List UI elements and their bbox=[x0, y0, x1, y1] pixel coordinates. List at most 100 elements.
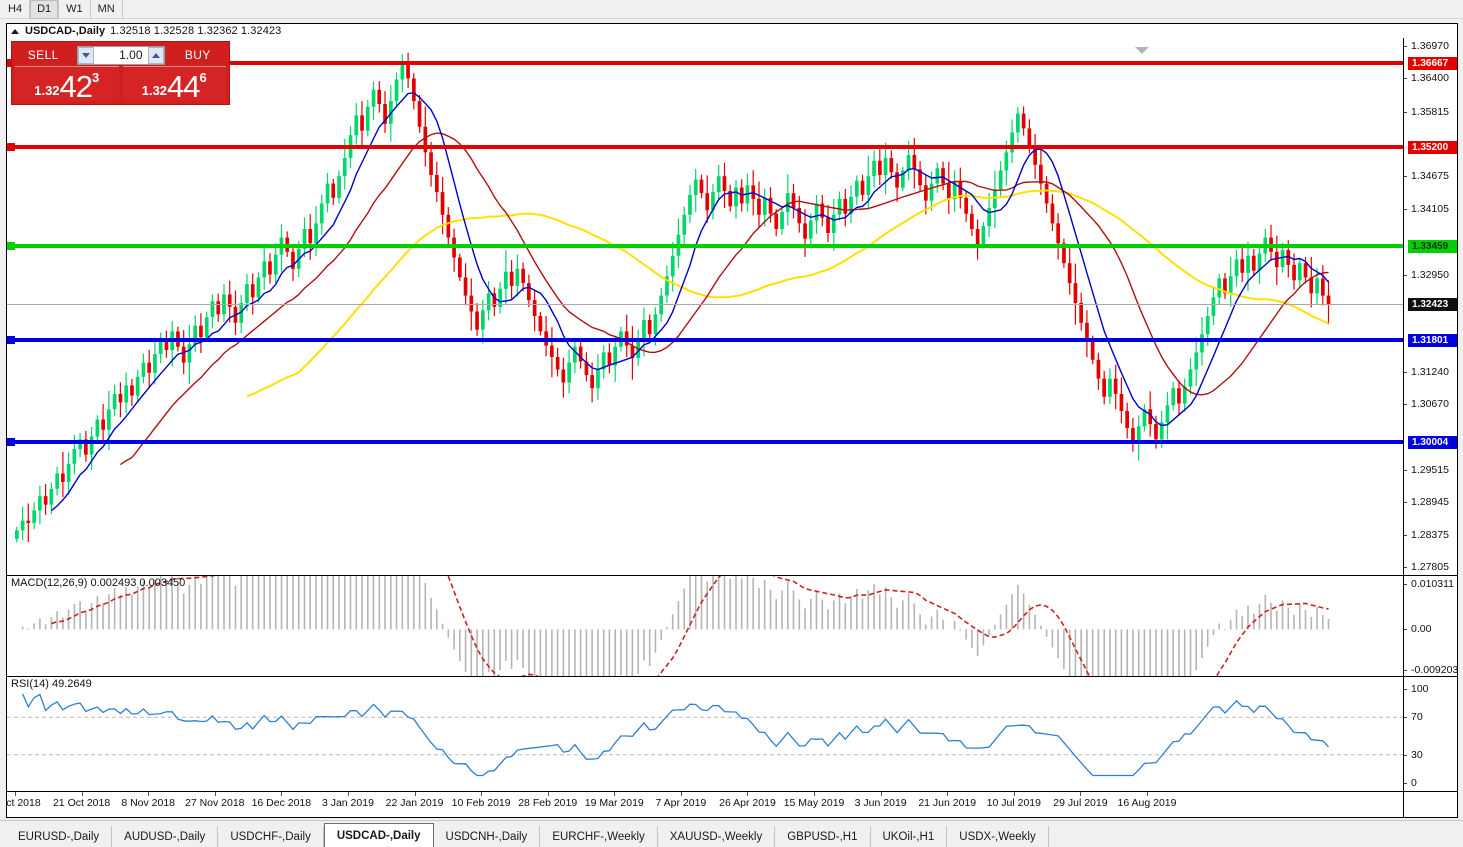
symbol-tab-usdchf[interactable]: USDCHF-,Daily bbox=[218, 826, 324, 847]
volume-decrement-button[interactable] bbox=[77, 46, 94, 64]
buy-price-point: 6 bbox=[199, 70, 207, 85]
price-tick-label: 1.36400 bbox=[1404, 72, 1457, 84]
rsi-tick-label: 100 bbox=[1404, 683, 1457, 695]
price-plot[interactable] bbox=[7, 38, 1405, 575]
price-tick-label: 1.27805 bbox=[1404, 561, 1457, 573]
time-tick bbox=[1013, 792, 1015, 796]
rsi-tick-label: 0 bbox=[1404, 777, 1457, 789]
time-tick-label: 8 Nov 2018 bbox=[121, 797, 176, 809]
macd-label: MACD(12,26,9) 0.002493 0.003450 bbox=[11, 577, 186, 589]
buy-price-button[interactable]: 1.32 44 6 bbox=[122, 66, 226, 102]
time-axis[interactable]: 2 Oct 2018 21 Oct 2018 8 Nov 2018 27 Nov 20… bbox=[7, 791, 1457, 817]
price-tick-label: 1.28375 bbox=[1404, 529, 1457, 541]
time-tick-label: 19 Mar 2019 bbox=[584, 797, 644, 809]
timeframe-button-w1[interactable]: W1 bbox=[59, 0, 91, 19]
symbol-tab-ukoil[interactable]: UKOil-,H1 bbox=[871, 826, 948, 847]
volume-input[interactable]: 1.00 bbox=[119, 48, 143, 62]
symbol-tab-gbpusd[interactable]: GBPUSD-,H1 bbox=[775, 826, 871, 847]
time-axis-labels: 2 Oct 2018 21 Oct 2018 8 Nov 2018 27 Nov 20… bbox=[7, 792, 1405, 817]
rsi-plot[interactable] bbox=[7, 677, 1405, 791]
sell-price-main: 42 bbox=[59, 68, 93, 104]
time-tick bbox=[947, 792, 949, 796]
level-anchor-handle[interactable] bbox=[7, 437, 15, 446]
time-tick bbox=[148, 792, 150, 796]
horizontal-level-line-1.31801[interactable] bbox=[7, 335, 1405, 344]
time-tick bbox=[281, 792, 283, 796]
time-tick-label: 7 Apr 2019 bbox=[655, 797, 707, 809]
one-click-trading-panel[interactable]: SELL 1.00 BUY 1.32 42 3 1.32 44 6 bbox=[11, 41, 230, 105]
price-pane[interactable]: 1.36970 1.36400 1.35815 1.34675 1.34105 1.329… bbox=[7, 38, 1457, 575]
time-tick-label: 10 Feb 2019 bbox=[451, 797, 511, 809]
price-tick-label: 1.28945 bbox=[1404, 496, 1457, 508]
price-tick-label: 1.30670 bbox=[1404, 398, 1457, 410]
volume-stepper[interactable]: 1.00 bbox=[76, 45, 165, 65]
time-tick bbox=[347, 792, 349, 796]
level-price-tag: 1.33459 bbox=[1408, 239, 1457, 253]
level-price-tag: 1.36667 bbox=[1408, 57, 1457, 71]
level-price-tag: 1.35200 bbox=[1408, 140, 1457, 154]
time-tick bbox=[1147, 792, 1148, 796]
time-tick bbox=[547, 792, 549, 796]
macd-tick-label: 0.010311 bbox=[1404, 578, 1457, 590]
buy-button[interactable]: BUY bbox=[184, 47, 211, 62]
time-tick-label: 3 Jun 2019 bbox=[854, 797, 907, 809]
time-tick-label: 29 Jul 2019 bbox=[1053, 797, 1108, 809]
price-tick-label: 1.31240 bbox=[1404, 366, 1457, 378]
symbol-tab-xauusd[interactable]: XAUUSD-,Weekly bbox=[658, 826, 776, 847]
time-tick bbox=[481, 792, 483, 796]
horizontal-level-line-1.30004[interactable] bbox=[7, 437, 1405, 446]
collapse-triangle-icon[interactable] bbox=[11, 28, 19, 34]
horizontal-level-line-1.33459[interactable] bbox=[7, 241, 1405, 250]
price-tick-label: 1.35815 bbox=[1404, 106, 1457, 118]
symbol-tab-usdcad[interactable]: USDCAD-,Daily bbox=[323, 823, 434, 847]
chart-symbol-name: USDCAD-,Daily bbox=[25, 25, 106, 37]
candlestick-chart-svg bbox=[15, 52, 1331, 543]
price-tick-label: 1.34675 bbox=[1404, 170, 1457, 182]
macd-tick-label: 0.00 bbox=[1404, 623, 1457, 635]
macd-plot[interactable] bbox=[7, 576, 1405, 676]
symbol-tab-usdx[interactable]: USDX-,Weekly bbox=[947, 826, 1049, 847]
price-tick-label: 1.32950 bbox=[1404, 269, 1457, 281]
time-tick-label: 22 Jan 2019 bbox=[385, 797, 444, 809]
horizontal-level-line-1.35200[interactable] bbox=[7, 142, 1405, 151]
chart-ohlc-values: 1.32518 1.32528 1.32362 1.32423 bbox=[110, 25, 282, 37]
rsi-tick-label: 30 bbox=[1404, 749, 1457, 761]
time-tick-label: 21 Oct 2018 bbox=[52, 797, 111, 809]
sell-button[interactable]: SELL bbox=[27, 47, 59, 62]
time-tick bbox=[414, 792, 416, 796]
price-scale[interactable]: 1.36970 1.36400 1.35815 1.34675 1.34105 1.329… bbox=[1403, 38, 1457, 575]
chevron-down-icon bbox=[81, 52, 90, 58]
timeframe-button-mn[interactable]: MN bbox=[91, 0, 123, 19]
time-tick bbox=[680, 792, 682, 796]
symbol-tab-bar[interactable]: EURUSD-,Daily AUDUSD-,Daily USDCHF-,Daily U… bbox=[0, 820, 1463, 847]
time-tick-label: 3 Jan 2019 bbox=[321, 797, 374, 809]
time-tick bbox=[15, 792, 16, 796]
level-anchor-handle[interactable] bbox=[7, 241, 15, 250]
time-tick-label: 21 Jun 2019 bbox=[918, 797, 977, 809]
time-axis-corner bbox=[1403, 792, 1457, 817]
timeframe-button-d1[interactable]: D1 bbox=[30, 0, 60, 19]
time-tick bbox=[614, 792, 616, 796]
sell-price-prefix: 1.32 bbox=[34, 83, 60, 98]
autoscroll-marker-icon[interactable] bbox=[1135, 47, 1149, 54]
macd-pane[interactable]: MACD(12,26,9) 0.002493 0.003450 0.010311… bbox=[7, 575, 1457, 676]
chart-area[interactable]: USDCAD-,Daily 1.32518 1.32528 1.32362 1.… bbox=[6, 23, 1458, 818]
time-tick-label: 16 Dec 2018 bbox=[251, 797, 312, 809]
macd-chart-svg bbox=[21, 576, 1330, 676]
symbol-tab-eurchf[interactable]: EURCHF-,Weekly bbox=[540, 826, 658, 847]
sell-price-point: 3 bbox=[92, 70, 100, 85]
level-price-tag: 1.30004 bbox=[1408, 435, 1457, 449]
symbol-tab-eurusd[interactable]: EURUSD-,Daily bbox=[6, 826, 113, 847]
volume-increment-button[interactable] bbox=[147, 46, 164, 64]
level-anchor-handle[interactable] bbox=[7, 142, 15, 151]
level-anchor-handle[interactable] bbox=[7, 335, 15, 344]
timeframe-button-h4[interactable]: H4 bbox=[0, 0, 31, 19]
symbol-tab-audusd[interactable]: AUDUSD-,Daily bbox=[112, 826, 219, 847]
price-tick-label: 1.34105 bbox=[1404, 203, 1457, 215]
macd-tick-label: -0.009203 bbox=[1404, 664, 1457, 676]
time-tick bbox=[214, 792, 216, 796]
rsi-pane[interactable]: RSI(14) 49.2649 100 70 30 0 bbox=[7, 676, 1457, 791]
symbol-tab-usdcnh[interactable]: USDCNH-,Daily bbox=[434, 826, 541, 847]
timeframe-toolbar: H4 D1 W1 MN bbox=[0, 0, 1463, 19]
sell-price-button[interactable]: 1.32 42 3 bbox=[15, 66, 119, 104]
